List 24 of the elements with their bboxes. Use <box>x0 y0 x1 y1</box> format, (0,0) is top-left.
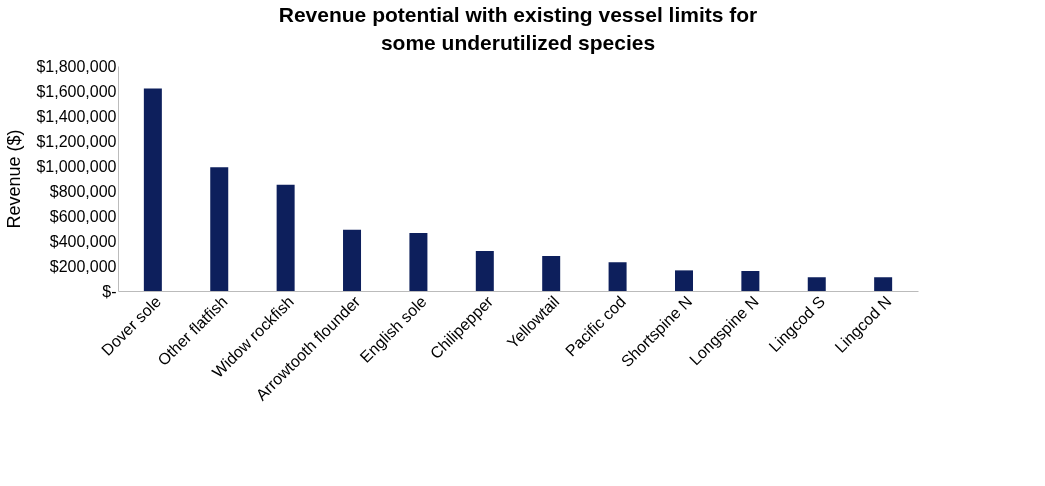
y-tick-label: $200,000 <box>49 257 117 275</box>
y-tick-label: $1,600,000 <box>36 82 117 100</box>
y-tick-label: $1,000,000 <box>36 157 117 175</box>
bar <box>343 229 362 291</box>
bar <box>807 277 826 291</box>
chart-title: Revenue potential with existing vessel limits for some underutilized species <box>278 3 758 54</box>
bar <box>674 270 693 291</box>
bar <box>276 184 295 291</box>
y-axis-title: Revenue ($) <box>4 129 25 229</box>
y-tick-label: $800,000 <box>49 182 117 200</box>
bar <box>874 277 893 291</box>
bar <box>475 251 494 291</box>
y-tick-label: $1,800,000 <box>36 57 117 75</box>
y-tick-label: $- <box>102 282 117 300</box>
y-tick-label: $1,200,000 <box>36 132 117 150</box>
y-tick-label: $1,400,000 <box>36 107 117 125</box>
bar <box>409 232 428 291</box>
bar <box>741 271 760 291</box>
bar <box>542 256 561 291</box>
bar <box>143 88 162 291</box>
y-tick-label: $600,000 <box>49 207 117 225</box>
bar <box>210 167 229 291</box>
bar <box>608 262 627 291</box>
y-tick-label: $400,000 <box>49 232 117 250</box>
